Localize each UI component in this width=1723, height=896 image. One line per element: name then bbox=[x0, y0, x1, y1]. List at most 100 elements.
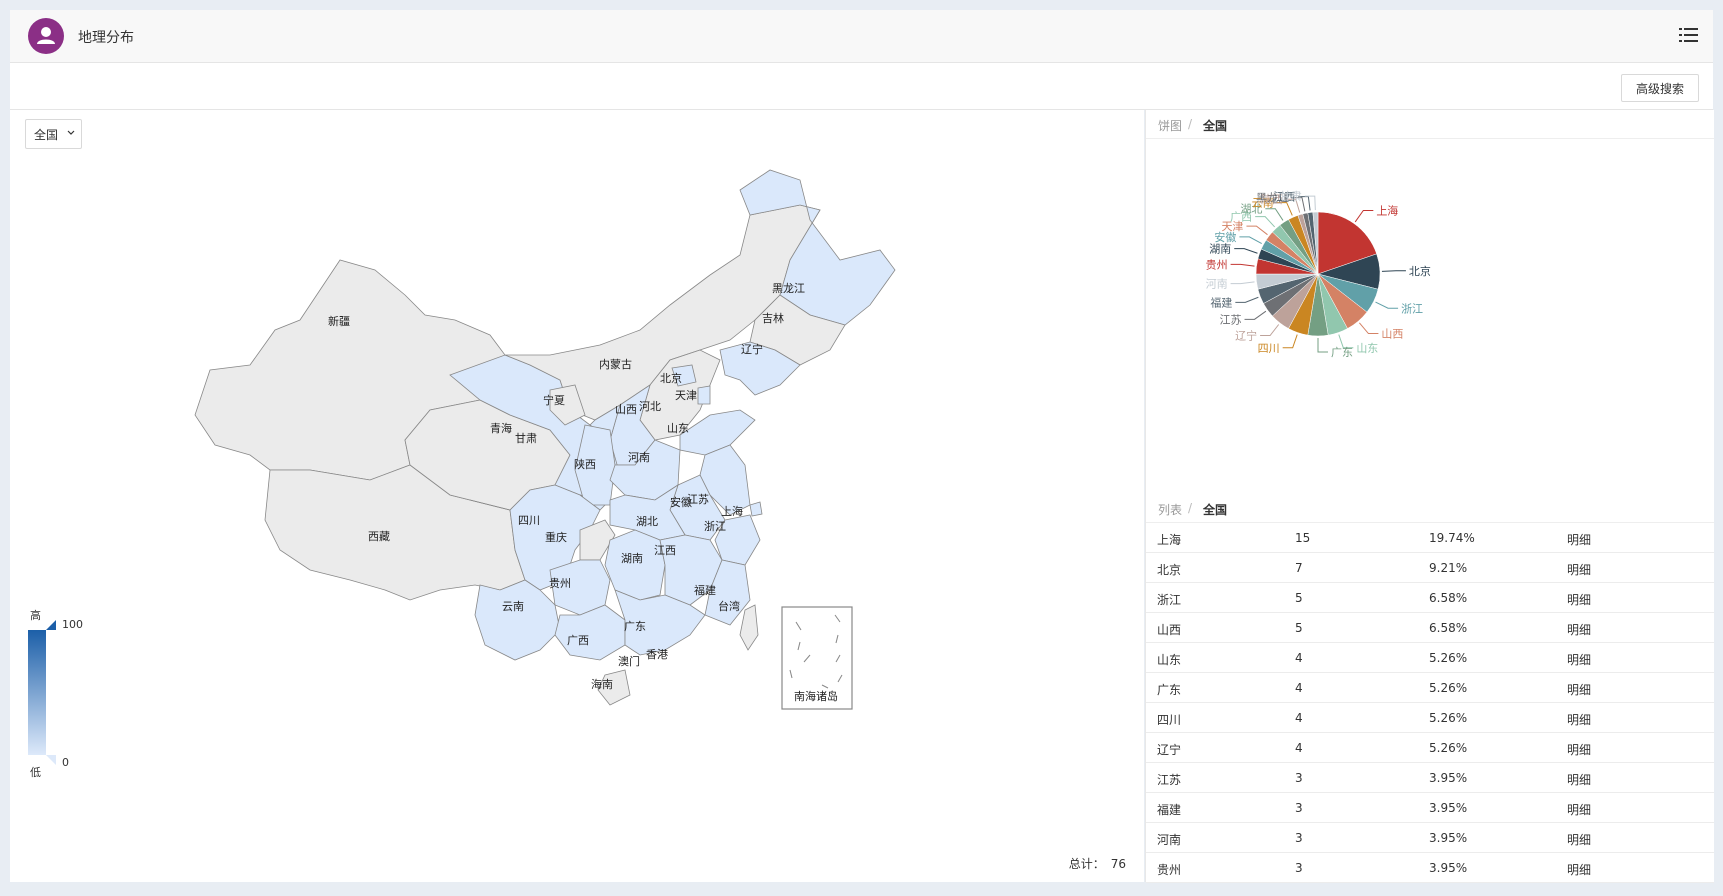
row-count: 3 bbox=[1295, 771, 1303, 785]
list-row: 浙江 5 6.58% 明细 bbox=[1146, 583, 1714, 613]
user-avatar[interactable] bbox=[28, 18, 64, 54]
row-name: 福建 bbox=[1157, 803, 1182, 817]
province-shandong bbox=[679, 409, 756, 456]
pie-label-19: 黑龙江 bbox=[1256, 192, 1289, 205]
label-xinjiang: 新疆 bbox=[328, 314, 350, 328]
inset-label: 南海诸岛 bbox=[794, 689, 838, 703]
row-percent: 6.58% bbox=[1429, 621, 1468, 635]
pie-label-7: 辽宁 bbox=[1235, 329, 1257, 343]
legend-low-label: 低 bbox=[30, 766, 41, 779]
label-hainan: 海南 bbox=[591, 677, 613, 691]
label-guangdong: 广东 bbox=[624, 620, 646, 633]
list-breadcrumb-root[interactable]: 列表 bbox=[1158, 503, 1183, 517]
row-detail-link[interactable]: 明细 bbox=[1567, 563, 1592, 577]
list-row: 广东 4 5.26% 明细 bbox=[1146, 673, 1714, 703]
row-detail-link[interactable]: 明细 bbox=[1567, 533, 1592, 547]
label-hubei: 湖北 bbox=[636, 515, 658, 528]
pie-label-line-19 bbox=[1291, 197, 1306, 212]
pie-label-14: 天津 bbox=[1221, 220, 1243, 233]
pie-label-line-5 bbox=[1317, 338, 1328, 353]
row-percent: 5.26% bbox=[1429, 741, 1468, 755]
row-detail-link[interactable]: 明细 bbox=[1567, 593, 1592, 607]
row-percent: 3.95% bbox=[1429, 861, 1468, 875]
color-legend[interactable]: 高 100 0 低 bbox=[28, 608, 83, 779]
pie-label-line-21 bbox=[1304, 195, 1316, 211]
list-row: 辽宁 4 5.26% 明细 bbox=[1146, 733, 1714, 763]
row-percent: 3.95% bbox=[1429, 801, 1468, 815]
region-select[interactable]: 全国 bbox=[25, 119, 82, 149]
row-detail-link[interactable]: 明细 bbox=[1567, 623, 1592, 637]
pie-label-line-17 bbox=[1276, 202, 1293, 216]
row-count: 4 bbox=[1295, 651, 1303, 665]
row-detail-link[interactable]: 明细 bbox=[1567, 683, 1592, 697]
pie-slice-21[interactable] bbox=[1312, 211, 1319, 275]
pie-label-0: 上海 bbox=[1376, 204, 1398, 218]
row-detail-link[interactable]: 明细 bbox=[1567, 743, 1592, 757]
list-menu-icon[interactable] bbox=[1679, 26, 1699, 44]
pie-label-3: 山西 bbox=[1381, 328, 1403, 341]
label-shaanxi: 陕西 bbox=[574, 457, 596, 471]
label-guizhou: 贵州 bbox=[549, 577, 571, 590]
pie-label-16: 湖北 bbox=[1240, 203, 1262, 216]
label-xizang: 西藏 bbox=[368, 530, 390, 543]
pie-label-1: 北京 bbox=[1409, 264, 1431, 278]
pie-label-20: 江西 bbox=[1273, 191, 1295, 204]
pie-label-5: 广东 bbox=[1331, 346, 1353, 359]
province-ningxia bbox=[549, 384, 586, 426]
pie-label-line-8 bbox=[1244, 310, 1267, 320]
row-count: 4 bbox=[1295, 681, 1303, 695]
label-shanxi: 山西 bbox=[615, 403, 637, 416]
list-row: 四川 4 5.26% 明细 bbox=[1146, 703, 1714, 733]
row-detail-link[interactable]: 明细 bbox=[1567, 653, 1592, 667]
total-label: 总计： bbox=[1068, 857, 1105, 871]
region-select-value: 全国 bbox=[34, 128, 59, 142]
label-hebei: 河北 bbox=[639, 400, 661, 413]
total-count: 总计： 76 bbox=[1069, 855, 1126, 872]
pie-label-line-10 bbox=[1230, 281, 1255, 285]
pie-label-line-15 bbox=[1255, 216, 1276, 228]
province-hubei bbox=[609, 484, 686, 541]
list-row: 山西 5 6.58% 明细 bbox=[1146, 613, 1714, 643]
row-detail-link[interactable]: 明细 bbox=[1567, 833, 1592, 847]
china-map[interactable]: 新疆 西藏 青海 甘肃 宁夏 内蒙古 黑龙江 吉林 辽宁 北京 天津 河北 山西… bbox=[10, 110, 1144, 882]
row-name: 辽宁 bbox=[1157, 743, 1182, 757]
pie-breadcrumb-current: 全国 bbox=[1203, 119, 1228, 133]
row-percent: 5.26% bbox=[1429, 711, 1468, 725]
list-row: 山东 4 5.26% 明细 bbox=[1146, 643, 1714, 673]
row-name: 山西 bbox=[1157, 623, 1182, 637]
row-percent: 9.21% bbox=[1429, 561, 1468, 575]
list-row: 北京 7 9.21% 明细 bbox=[1146, 553, 1714, 583]
row-percent: 19.74% bbox=[1429, 531, 1475, 545]
pie-label-line-12 bbox=[1234, 248, 1258, 254]
label-tianjin: 天津 bbox=[675, 389, 697, 402]
row-detail-link[interactable]: 明细 bbox=[1567, 863, 1592, 877]
label-yunnan: 云南 bbox=[502, 600, 524, 613]
row-name: 贵州 bbox=[1157, 863, 1182, 877]
row-detail-link[interactable]: 明细 bbox=[1567, 713, 1592, 727]
list-breadcrumb: 列表 / 全国 bbox=[1146, 494, 1714, 523]
row-count: 3 bbox=[1295, 831, 1303, 845]
pie-breadcrumb-root[interactable]: 饼图 bbox=[1158, 119, 1183, 133]
row-count: 3 bbox=[1295, 861, 1303, 875]
row-count: 5 bbox=[1295, 621, 1303, 635]
label-jilin: 吉林 bbox=[762, 311, 784, 325]
row-detail-link[interactable]: 明细 bbox=[1567, 773, 1592, 787]
province-hunan bbox=[604, 529, 666, 601]
pie-label-line-14 bbox=[1246, 225, 1268, 236]
pie-slice-0[interactable] bbox=[1317, 211, 1377, 275]
pie-breadcrumb: 饼图 / 全国 bbox=[1146, 110, 1714, 139]
province-heilongjiang bbox=[739, 169, 896, 326]
row-name: 浙江 bbox=[1157, 593, 1182, 607]
advanced-search-button[interactable]: 高级搜索 bbox=[1620, 74, 1699, 102]
province-list: 上海 15 19.74% 明细 北京 7 9.21% 明细 浙江 5 6.58% 明细 山西 5 6.… bbox=[1146, 523, 1714, 883]
row-name: 山东 bbox=[1157, 653, 1182, 667]
pie-label-line-11 bbox=[1230, 263, 1255, 267]
row-detail-link[interactable]: 明细 bbox=[1567, 803, 1592, 817]
label-hunan: 湖南 bbox=[621, 552, 643, 565]
map-panel: 全国 bbox=[10, 110, 1144, 882]
pie-label-2: 浙江 bbox=[1401, 302, 1423, 315]
pie-label-8: 江苏 bbox=[1220, 313, 1242, 326]
row-count: 5 bbox=[1295, 591, 1303, 605]
pie-label-15: 广西 bbox=[1230, 211, 1252, 224]
